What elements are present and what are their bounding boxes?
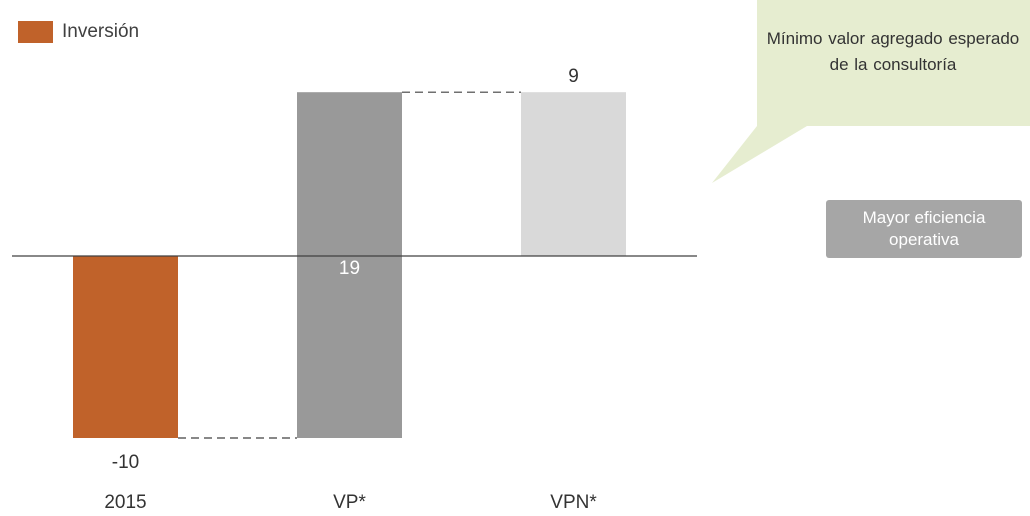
plot-area: -10 19 9 2015 VP* VPN* <box>12 66 697 513</box>
category-label-1: 2015 <box>104 492 146 513</box>
efficiency-note-text: Mayor eficiencia operativa <box>862 208 986 249</box>
data-label-3: 9 <box>568 66 579 87</box>
bar-1 <box>73 256 178 438</box>
legend: Inversión <box>18 20 139 44</box>
category-label-3: VPN* <box>550 492 597 513</box>
efficiency-note-box: Mayor eficiencia operativa <box>826 200 1022 258</box>
legend-swatch <box>18 21 53 43</box>
callout-bubble <box>712 0 1030 183</box>
callout-text: Mínimo valor agregado esperado de la con… <box>766 29 1020 74</box>
data-label-1: -10 <box>112 452 139 473</box>
category-label-2: VP* <box>333 492 366 513</box>
data-label-2: 19 <box>339 258 360 279</box>
bar-2 <box>297 92 402 438</box>
legend-label: Inversión <box>62 21 140 42</box>
bar-3 <box>521 92 626 256</box>
